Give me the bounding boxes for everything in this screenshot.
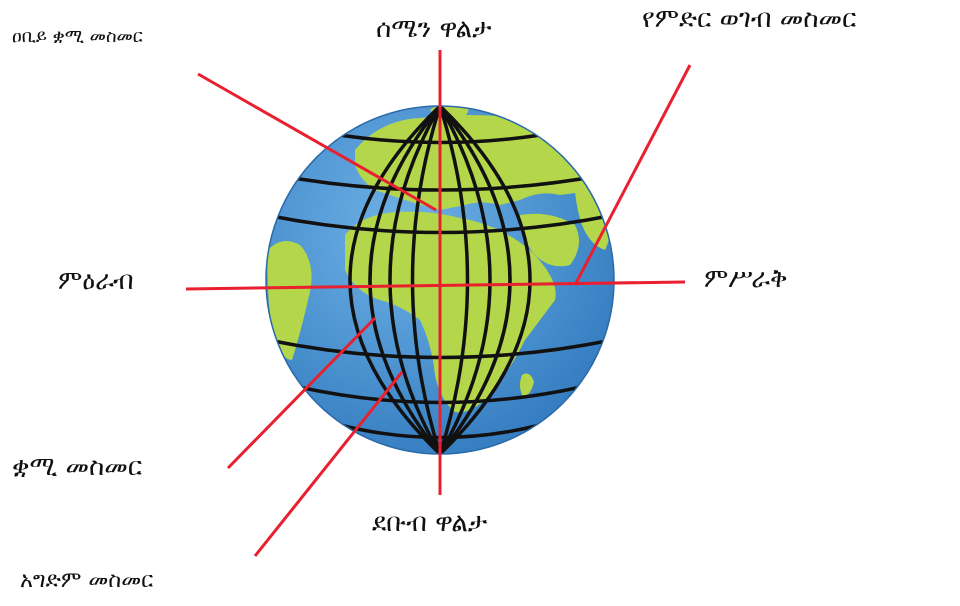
africa-landmass [345, 211, 556, 413]
meridian-line [348, 106, 442, 454]
americas-landmass [267, 241, 312, 360]
meridian-pointer [226, 316, 377, 470]
meridian-line [438, 106, 532, 454]
parallel-pointer [253, 371, 404, 557]
meridian-label: ቋሚ መስመር [12, 452, 143, 482]
prime-meridian-label: ዐቢይ ቋሚ መስመር [12, 26, 143, 47]
parallel-label: አግድም መስመር [20, 568, 154, 593]
pointer-lines [185, 50, 692, 557]
graticule [266, 106, 614, 454]
east-label: ምሥራቅ [704, 264, 788, 294]
north-pole-label: ሰሜን ዋልታ [376, 14, 492, 44]
equator-label: የምድር ወገብ መስመር [642, 4, 857, 34]
meridian-line [438, 106, 470, 454]
west-label: ምዕራብ [58, 266, 134, 296]
equator-pointer [573, 64, 692, 286]
meridian-line [438, 106, 512, 454]
meridian-line [438, 106, 492, 454]
prime-meridian-pointer [197, 72, 437, 212]
horizontal-axis-line [185, 280, 686, 291]
madagascar-landmass [520, 373, 534, 396]
meridian-line [368, 106, 442, 454]
meridian-line [388, 106, 442, 454]
south-pole-label: ደቡብ ዋልታ [372, 508, 488, 538]
meridian-line [410, 106, 442, 454]
